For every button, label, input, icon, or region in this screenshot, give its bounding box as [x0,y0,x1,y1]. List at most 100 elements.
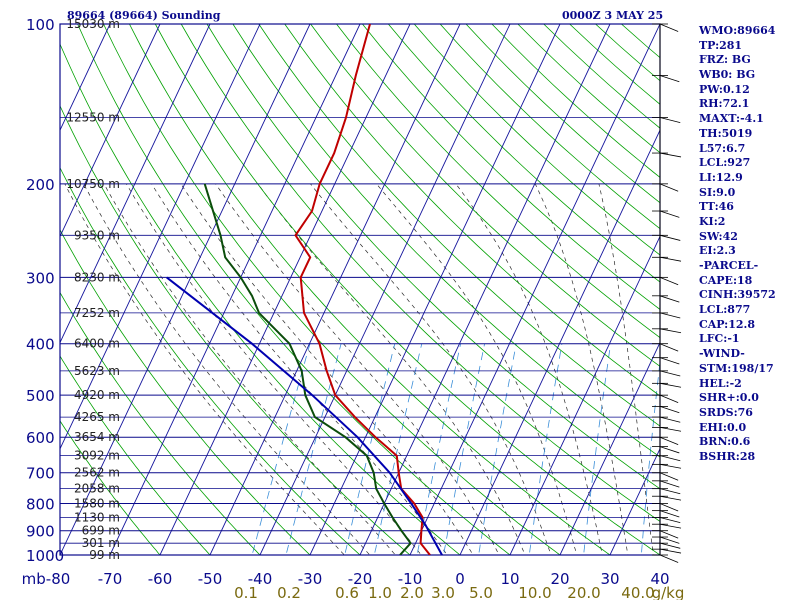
dry-adiabat-line [310,24,660,367]
index-item: LI:12.9 [699,170,743,184]
mixing-ratio-label: 5.0 [469,584,493,600]
index-item: SW:42 [699,229,738,243]
height-label: 10750 m [66,177,120,191]
index-item: MAXT:-4.1 [699,112,764,126]
dry-adiabat-line [77,24,511,555]
index-item: CINH:39572 [699,288,776,302]
temperature-tick-label: 20 [550,570,569,588]
wind-barb [659,488,681,495]
wind-barb [659,370,681,377]
height-label: 5623 m [74,364,120,378]
temperature-trace [294,24,431,555]
wind-barb [659,328,682,334]
wind-barb [659,117,681,124]
mixing-ratio-line [478,343,517,555]
height-label: 99 m [89,548,120,562]
moist-adiabat-line [310,183,552,555]
temperature-tick-label: -30 [298,570,323,588]
dry-adiabat-line [60,104,411,555]
isotherm-line [60,24,311,555]
height-label: 1580 m [74,497,120,511]
dry-adiabat-line [284,24,660,397]
moist-adiabat-line [257,183,526,555]
mixing-ratio-label: 1.0 [368,584,392,600]
wind-barb [659,517,681,524]
wind-barb [659,523,682,529]
isotherm-line [309,24,561,555]
chart-title: 89664 (89664) Sounding [67,9,221,22]
height-label: 2058 m [74,482,120,496]
index-item: KI:2 [699,214,726,228]
height-label: 15030 m [66,17,120,31]
isotherm-line [209,24,461,555]
height-label: 7252 m [74,306,120,320]
wind-barb [659,554,679,563]
dewpoint-trace [203,183,412,555]
moist-adiabat-line [103,183,396,555]
wind-barb [659,472,679,481]
dry-adiabat-line [336,24,660,339]
isotherm-line [359,24,611,555]
temperature-tick-label: -10 [398,570,423,588]
temperature-tick-label: 40 [650,570,669,588]
isotherm-line [0,24,10,555]
dry-adiabat-line [60,166,361,555]
mixing-ratio-line [640,358,660,555]
index-item: BSHR:28 [699,449,756,463]
height-labels: 15030 m 12550 m 10750 m 9350 m 8230 m 7252 m 6… [66,17,120,562]
dry-adiabat-line [180,24,660,522]
moist-adiabat-line [376,183,578,555]
index-item: TP:281 [699,38,743,52]
mixing-ratio-label: 20.0 [567,584,600,600]
moist-adiabat-line [180,183,474,555]
wind-barb [659,536,680,544]
height-label: 1130 m [74,511,120,525]
moist-adiabat-line [534,183,629,555]
temperature-tick-label: -70 [98,570,123,588]
isotherm-line [259,24,511,555]
wind-barbs [652,23,682,563]
height-label: 3092 m [74,449,120,463]
index-item: RH:72.1 [699,97,750,111]
mixing-ratio-line [416,343,461,555]
dry-adiabat-line [60,291,261,555]
isobars [59,23,661,556]
mixing-ratio-line [251,343,311,555]
wind-barb [659,463,682,469]
wind-barb [659,416,681,423]
moist-adiabat-line [64,183,345,555]
wind-barb [659,426,682,432]
wind-barb [659,510,680,518]
dry-adiabat-line [60,355,211,555]
isotherm-line [509,235,660,555]
dry-adiabat-line [362,24,660,310]
index-item: EHI:0.0 [699,420,747,434]
pressure-tick-label: 800 [26,496,55,514]
temperature-tick-label: mb-80 [22,570,71,588]
wind-barb [659,312,681,319]
index-item: EI:2.3 [699,244,736,258]
wind-barb [659,295,680,303]
dry-adiabat-line [413,24,660,256]
mixing-ratio-line [373,343,423,555]
index-item: SRDS:76 [699,405,753,419]
wind-barb [659,446,680,454]
moist-adiabat-line [455,183,603,555]
mixing-ratio-line [583,343,611,555]
index-item: CAPE:18 [699,273,753,287]
index-item: STM:198/17 [699,361,774,375]
wind-barb [659,183,679,192]
index-item: SI:9.0 [699,185,736,199]
index-item: SHR+:0.0 [699,391,759,405]
index-item: WMO:89664 [699,24,776,37]
mixing-ratio-label: 10.0 [518,584,551,600]
pressure-tick-label: 100 [26,16,55,34]
sounding-traces [166,24,443,555]
dry-adiabat-line [129,24,611,555]
height-label: 3654 m [74,430,120,444]
wind-barb [659,455,681,462]
wind-barb [659,394,679,403]
pressure-tick-label: 500 [26,387,55,405]
height-label: 9350 m [74,228,120,242]
